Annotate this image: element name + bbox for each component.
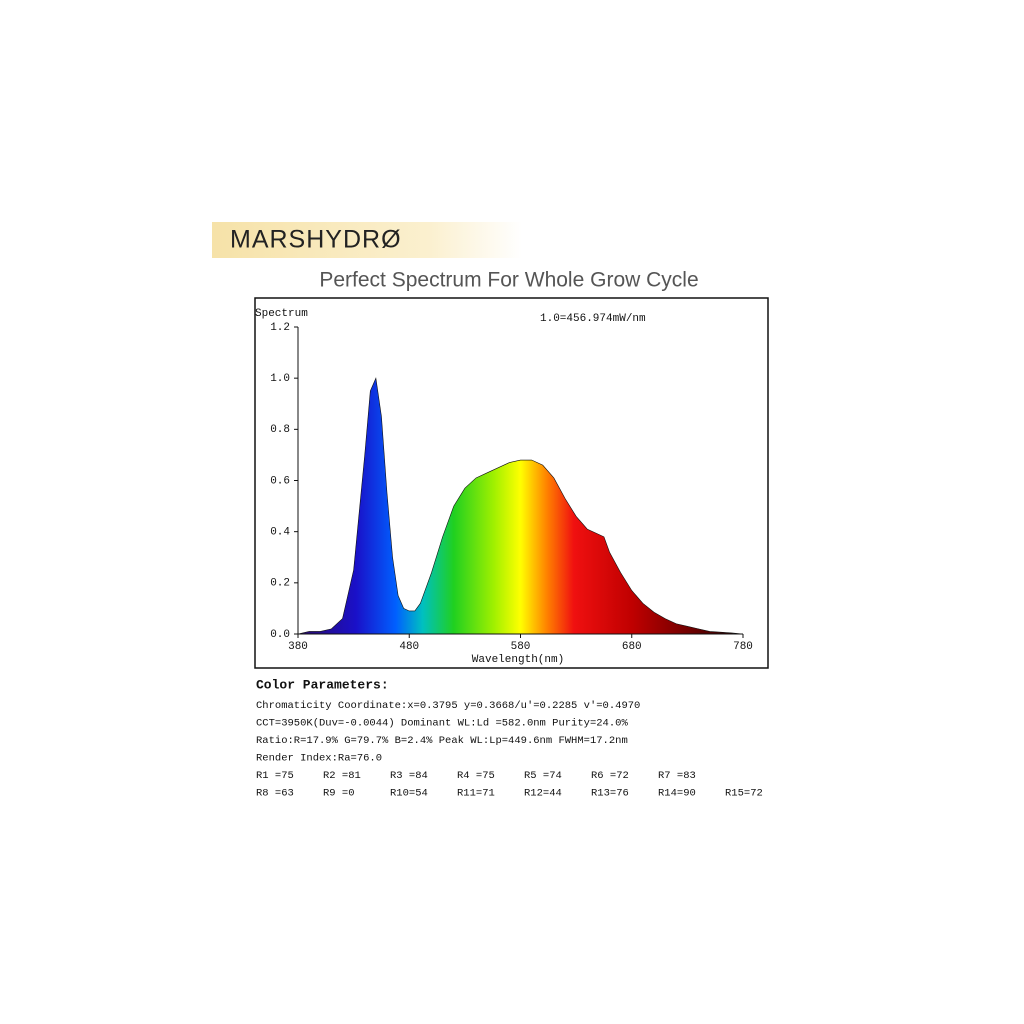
render-index: R14=90: [658, 787, 696, 799]
x-tick-label: 380: [288, 641, 308, 653]
y-tick-label: 0.0: [270, 629, 290, 641]
render-index: R6 =72: [591, 770, 629, 782]
render-index: R4 =75: [457, 770, 495, 782]
parameter-line: CCT=3950K(Duv=-0.0044) Dominant WL:Ld =5…: [256, 717, 628, 729]
render-index: R12=44: [524, 787, 562, 799]
chart-frame: [254, 297, 769, 669]
x-tick-label: 780: [733, 641, 753, 653]
parameters-title: Color Parameters:: [256, 677, 389, 692]
render-index: R7 =83: [658, 770, 696, 782]
spectrum-area: [297, 377, 744, 635]
y-tick-label: 1.0: [270, 373, 290, 385]
y-tick-label: 0.8: [270, 424, 290, 436]
y-tick-label: 0.4: [270, 527, 290, 539]
render-index: R1 =75: [256, 770, 294, 782]
render-index: R8 =63: [256, 787, 294, 799]
brand-banner: [212, 222, 522, 258]
render-index: R2 =81: [323, 770, 361, 782]
parameter-line: Ratio:R=17.9% G=79.7% B=2.4% Peak WL:Lp=…: [256, 735, 628, 747]
y-axis-label: Spectrum: [255, 308, 308, 320]
annotation: 1.0=456.974mW/nm: [540, 313, 646, 325]
y-tick-label: 0.2: [270, 578, 290, 590]
x-tick-label: 580: [511, 641, 531, 653]
parameter-line: Render Index:Ra=76.0: [256, 752, 382, 764]
headline: Perfect Spectrum For Whole Grow Cycle: [319, 269, 698, 292]
render-index: R15=72: [725, 787, 763, 799]
parameter-line: Chromaticity Coordinate:x=0.3795 y=0.366…: [256, 700, 640, 712]
y-tick-label: 1.2: [270, 322, 290, 334]
render-index: R5 =74: [524, 770, 562, 782]
render-index: R11=71: [457, 787, 495, 799]
x-tick-label: 680: [622, 641, 642, 653]
x-tick-label: 480: [399, 641, 419, 653]
render-index: R3 =84: [390, 770, 428, 782]
brand: MARSHYDRØ: [230, 226, 402, 254]
render-index: R13=76: [591, 787, 629, 799]
render-index: R9 =0: [323, 787, 355, 799]
x-axis-label: Wavelength(nm): [472, 654, 564, 666]
render-index: R10=54: [390, 787, 428, 799]
y-tick-label: 0.6: [270, 475, 290, 487]
